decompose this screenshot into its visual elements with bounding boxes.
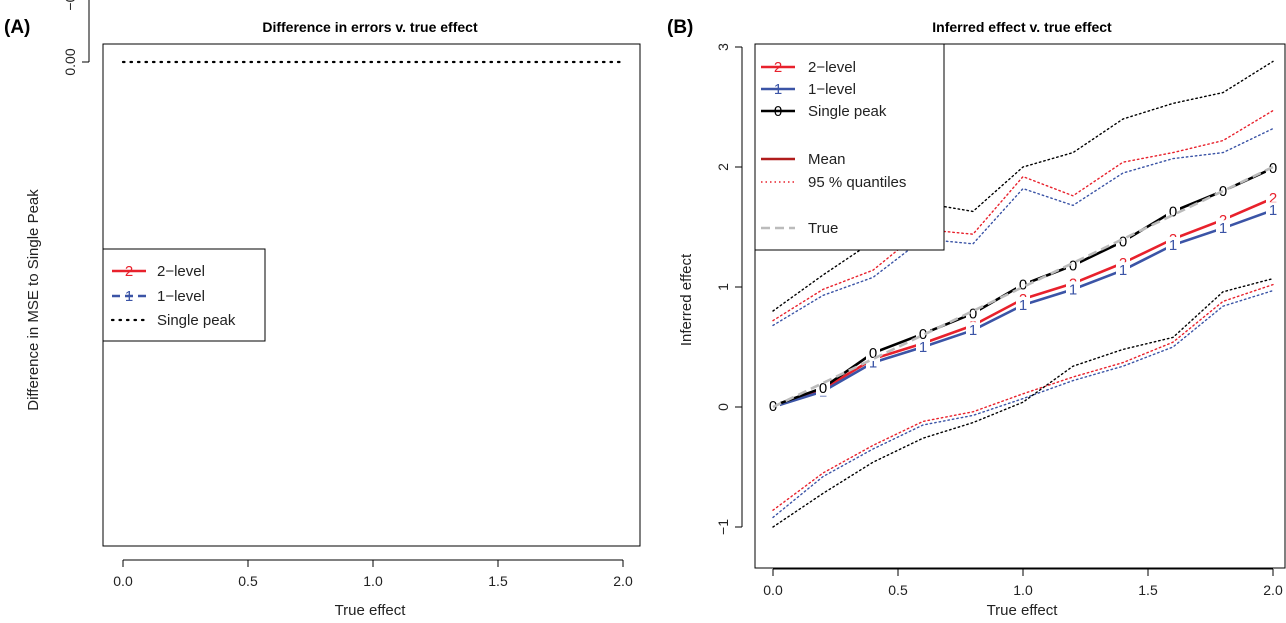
panel-b-series-true-line <box>772 165 1274 409</box>
panel-b-legend-marker-single-peak: 0 <box>774 103 782 120</box>
panel-b-series-single-peak-point-bg <box>1216 183 1230 199</box>
panel-b-series-1-level-point: 1 <box>869 355 877 372</box>
panel-a-legend-label-1level: 1−level <box>157 288 205 305</box>
panel-b-series-1-level-point-bg <box>1216 220 1230 237</box>
panel-b-series-1-level-point-bg <box>1166 237 1180 253</box>
panel-b-legend-label-true: True <box>808 220 838 237</box>
panel-b-series-1-level-point-bg <box>1016 297 1030 313</box>
panel-b-x-tick-label: 1.5 <box>1138 582 1158 598</box>
panel-b-series-1-level-point-bg <box>1116 262 1130 279</box>
panel-a-legend-marker-1level: 1 <box>125 288 133 305</box>
panel-b-series-single-peak-point: 0 <box>819 380 827 397</box>
panel-a-label: (A) <box>4 17 30 38</box>
panel-b-x-axis-label: True effect <box>987 602 1059 619</box>
panel-b-series-1-level-point-bg <box>1066 281 1080 298</box>
panel-b-x-axis: 0.0 0.5 1.0 1.5 2.0 <box>763 568 1283 598</box>
panel-b-y-axis-label: Inferred effect <box>678 253 695 346</box>
panel-b-series-single-peak-point: 0 <box>1019 277 1027 294</box>
panel-a-x-tick-label: 1.5 <box>488 573 508 589</box>
panel-b-series-single-peak-upper-line <box>772 60 1274 312</box>
panel-b-series-1-level-point: 1 <box>1119 262 1127 279</box>
panel-b-series-single-peak-point: 0 <box>869 345 877 362</box>
panel-a-x-tick-label: 0.5 <box>238 573 258 589</box>
panel-a-legend-label-single-peak: Single peak <box>157 312 236 329</box>
panel-a-legend-label-2level: 2−level <box>157 263 205 280</box>
panel-b-legend-label-1level: 1−level <box>808 81 856 98</box>
panel-b-legend-label-2level: 2−level <box>808 59 856 76</box>
panel-b-y-tick-label: 3 <box>715 43 731 51</box>
panel-b-series-1-level-point: 1 <box>1269 202 1277 219</box>
panel-a-x-axis: 0.0 0.5 1.0 1.5 2.0 <box>113 559 633 589</box>
panel-a-y-tick-label: −0.05 <box>62 0 78 11</box>
panel-b-label: (B) <box>667 17 693 38</box>
panel-b-series-1-level-point-bg <box>1266 202 1280 219</box>
panel-b-legend-marker-2level: 2 <box>774 59 782 76</box>
panel-b-series-2-level-upper-line <box>772 109 1274 322</box>
panel-a-title: Difference in errors v. true effect <box>262 19 478 35</box>
panel-b-series-1-level-point: 1 <box>1019 297 1027 314</box>
panel-b-series-single-peak-point: 0 <box>1069 257 1077 274</box>
panel-b-series-1-level-point: 1 <box>1069 281 1077 298</box>
panel-b-plot-box <box>754 43 1286 569</box>
panel-b-series-single-peak-point: 0 <box>1119 233 1127 250</box>
panel-a-legend: 2 2−level 1 1−level Single peak <box>102 248 266 342</box>
panel-b-legend: 2 2−level 1 1−level 0 Single peak Mean 9… <box>754 43 945 251</box>
panel-a-x-tick-label: 2.0 <box>613 573 633 589</box>
panel-a-legend-marker-2level: 2 <box>125 263 133 280</box>
panel-b-series-single-peak-point: 0 <box>1269 160 1277 177</box>
panel-b-x-tick-label: 2.0 <box>1263 582 1283 598</box>
panel-a-series: 2222222222211111111111 <box>121 60 625 64</box>
panel-b-series-1-level-point: 1 <box>1169 237 1177 254</box>
panel-b-legend-label-mean: Mean <box>808 151 846 168</box>
panel-b-legend-box <box>754 43 945 251</box>
panel-b-legend-label-quantiles: 95 % quantiles <box>808 174 906 191</box>
panel-b-y-tick-label: −1 <box>715 519 731 535</box>
panel-b-title: Inferred effect v. true effect <box>932 19 1112 35</box>
panel-b-x-tick-label: 0.5 <box>888 582 908 598</box>
panel-b-legend-marker-1level: 1 <box>774 81 782 98</box>
panel-b-series-2-level-point: 2 <box>1269 190 1277 207</box>
panel-b-x-tick-label: 1.0 <box>1013 582 1033 598</box>
panel-b-series-single-peak-point: 0 <box>969 305 977 322</box>
panel-a-y-axis-label: Difference in MSE to Single Peak <box>25 189 42 411</box>
panel-b-series-1-level-lower-line <box>772 289 1274 519</box>
panel-b-series-1-level-point: 1 <box>1219 220 1227 237</box>
panel-a-x-tick-label: 1.0 <box>363 573 383 589</box>
panel-a-y-tick-label: 0.00 <box>62 48 78 75</box>
panel-b-series-1-level-point-bg <box>966 322 980 339</box>
panel-b-y-tick-label: 0 <box>715 403 731 411</box>
panel-b-series-single-peak-lower-line <box>772 277 1274 528</box>
panel-a-y-axis: 0.00−0.05−0.10−0.15−0.20−0.25−0.30−0.35 <box>62 0 90 76</box>
panel-b-series-1-level-point: 1 <box>919 339 927 356</box>
panel-b-series-single-peak-point: 0 <box>1169 203 1177 220</box>
panel-a-x-axis-label: True effect <box>335 602 407 619</box>
panel-b-y-tick-label: 1 <box>715 283 731 291</box>
panel-b-series: 222222222221111111111100000000000 <box>754 43 1286 569</box>
panel-b-y-tick-label: 2 <box>715 163 731 171</box>
panel-a-x-tick-label: 0.0 <box>113 573 133 589</box>
panel-b-x-tick-label: 0.0 <box>763 582 783 598</box>
panel-b-series-2-level-lower-line <box>772 283 1274 511</box>
panel-b-legend-label-single-peak: Single peak <box>808 103 887 120</box>
panel-b-y-axis: −1 0 1 2 3 <box>715 43 743 535</box>
panel-b-series-single-peak-point: 0 <box>919 326 927 343</box>
panel-b-series-1-level-point: 1 <box>969 322 977 339</box>
panel-b-series-single-peak-point-bg <box>816 379 830 396</box>
panel-b-series-1-level-point-bg <box>916 339 930 355</box>
